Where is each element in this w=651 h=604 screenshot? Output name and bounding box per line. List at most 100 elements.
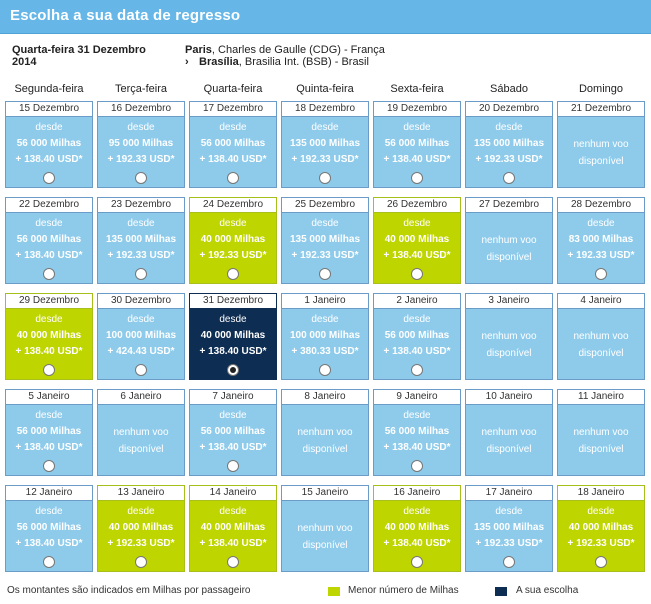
origin-city: Paris [185,44,212,56]
date-cell[interactable]: 24 Dezembro desde 40 000 Milhas + 192.33 US… [189,197,277,284]
date-radio-button[interactable] [411,364,423,376]
date-cell[interactable]: 28 Dezembro desde 83 000 Milhas + 192.33 US… [557,197,645,284]
date-cell[interactable]: 17 Dezembro desde 56 000 Milhas + 138.40 US… [189,101,277,188]
miles-amount: 40 000 Milhas [200,330,266,341]
date-radio-button[interactable] [43,364,55,376]
date-cell-date: 22 Dezembro [6,198,92,213]
date-cell-fare: desde 100 000 Milhas + 424.43 USD* [98,309,184,360]
date-cell-date: 11 Janeiro [558,390,644,405]
date-cell[interactable]: 22 Dezembro desde 56 000 Milhas + 138.40 US… [5,197,93,284]
date-cell[interactable]: 20 Dezembro desde 135 000 Milhas + 192.33 U… [465,101,553,188]
destination-detail: , Brasilia Int. (BSB) - Brasil [238,56,369,68]
date-cell-date: 29 Dezembro [6,294,92,309]
date-radio-button[interactable] [411,268,423,280]
date-radio-button[interactable] [411,460,423,472]
date-cell-date: 17 Dezembro [190,102,276,117]
date-cell[interactable]: 16 Dezembro desde 95 000 Milhas + 192.33 US… [97,101,185,188]
date-cell-date: 8 Janeiro [282,390,368,405]
date-cell[interactable]: 12 Janeiro desde 56 000 Milhas + 138.40 USD… [5,485,93,572]
date-cell-fare: desde 56 000 Milhas + 138.40 USD* [6,213,92,264]
date-radio-button[interactable] [135,172,147,184]
miles-amount: 56 000 Milhas [200,138,266,149]
from-label: desde [403,410,431,421]
date-radio-button[interactable] [319,268,331,280]
no-flight-text: nenhum voo [573,139,629,150]
no-flight-text: nenhum voo [297,523,353,534]
date-cell[interactable]: 19 Dezembro desde 56 000 Milhas + 138.40 US… [373,101,461,188]
date-cell[interactable]: 14 Janeiro desde 40 000 Milhas + 138.40 USD… [189,485,277,572]
date-radio-button[interactable] [227,268,239,280]
date-cell[interactable]: 29 Dezembro desde 40 000 Milhas + 138.40 US… [5,293,93,380]
date-radio-button[interactable] [135,364,147,376]
date-cell-fare: nenhum voo disponível [558,309,644,362]
miles-amount: 56 000 Milhas [16,426,82,437]
date-cell[interactable]: 2 Janeiro desde 56 000 Milhas + 138.40 USD* [373,293,461,380]
date-radio-button[interactable] [595,268,607,280]
no-flight-text: nenhum voo [573,331,629,342]
weekday-label: Segunda-feira [14,83,84,95]
date-radio-button[interactable] [227,556,239,568]
tax-amount: + 138.40 USD* [383,154,451,165]
date-cell[interactable]: 16 Janeiro desde 40 000 Milhas + 138.40 USD… [373,485,461,572]
date-radio-button[interactable] [411,556,423,568]
date-cell-fare: nenhum voo disponível [466,213,552,266]
weekday-label: Terça-feira [115,83,167,95]
date-radio-button[interactable] [43,556,55,568]
date-cell-date: 23 Dezembro [98,198,184,213]
date-radio-button[interactable] [319,172,331,184]
no-flight-text: disponível [486,444,532,455]
date-cell[interactable]: 15 Dezembro desde 56 000 Milhas + 138.40 US… [5,101,93,188]
miles-amount: 40 000 Milhas [568,522,634,533]
tax-amount: + 138.40 USD* [199,442,267,453]
date-cell-fare: desde 40 000 Milhas + 138.40 USD* [6,309,92,360]
date-radio-button[interactable] [43,268,55,280]
date-cell-fare: desde 40 000 Milhas + 138.40 USD* [374,213,460,264]
date-cell[interactable]: 5 Janeiro desde 56 000 Milhas + 138.40 USD* [5,389,93,476]
date-radio-button[interactable] [227,460,239,472]
date-cell-fare: nenhum voo disponível [282,405,368,458]
weekday-label: Sábado [490,83,528,95]
from-label: desde [311,218,339,229]
miles-amount: 135 000 Milhas [473,138,545,149]
tax-amount: + 138.40 USD* [199,154,267,165]
date-cell[interactable]: 31 Dezembro desde 40 000 Milhas + 138.40 US… [189,293,277,380]
date-cell-fare: desde 83 000 Milhas + 192.33 USD* [558,213,644,264]
tax-amount: + 192.33 USD* [567,250,635,261]
date-radio-button[interactable] [227,364,239,376]
date-cell-date: 14 Janeiro [190,486,276,501]
date-cell-date: 3 Janeiro [466,294,552,309]
date-cell[interactable]: 18 Dezembro desde 135 000 Milhas + 192.33 U… [281,101,369,188]
from-label: desde [403,218,431,229]
date-cell[interactable]: 17 Janeiro desde 135 000 Milhas + 192.33 US… [465,485,553,572]
date-cell[interactable]: 30 Dezembro desde 100 000 Milhas + 424.43 U… [97,293,185,380]
date-radio-button[interactable] [319,364,331,376]
miles-amount: 135 000 Milhas [473,522,545,533]
no-flight-text: nenhum voo [481,331,537,342]
no-flight-text: disponível [578,444,624,455]
date-cell[interactable]: 26 Dezembro desde 40 000 Milhas + 138.40 US… [373,197,461,284]
date-radio-button[interactable] [43,172,55,184]
date-radio-button[interactable] [503,172,515,184]
date-radio-button[interactable] [595,556,607,568]
weekday-label: Domingo [578,83,624,95]
date-cell[interactable]: 23 Dezembro desde 135 000 Milhas + 192.33 U… [97,197,185,284]
date-radio-button[interactable] [43,460,55,472]
date-cell-fare: desde 56 000 Milhas + 138.40 USD* [6,501,92,552]
date-cell[interactable]: 13 Janeiro desde 40 000 Milhas + 192.33 USD… [97,485,185,572]
date-cell[interactable]: 9 Janeiro desde 56 000 Milhas + 138.40 USD* [373,389,461,476]
date-cell[interactable]: 1 Janeiro desde 100 000 Milhas + 380.33 USD… [281,293,369,380]
date-cell: 3 Janeiro nenhum voo disponível [465,293,553,380]
date-cell[interactable]: 7 Janeiro desde 56 000 Milhas + 138.40 USD* [189,389,277,476]
date-radio-button[interactable] [135,268,147,280]
date-cell: 11 Janeiro nenhum voo disponível [557,389,645,476]
date-cell-fare: nenhum voo disponível [558,117,644,170]
date-radio-button[interactable] [135,556,147,568]
date-radio-button[interactable] [503,556,515,568]
tax-amount: + 138.40 USD* [15,250,83,261]
tax-amount: + 192.33 USD* [107,538,175,549]
date-radio-button[interactable] [411,172,423,184]
date-radio-button[interactable] [227,172,239,184]
date-cell[interactable]: 18 Janeiro desde 40 000 Milhas + 192.33 USD… [557,485,645,572]
date-cell-date: 7 Janeiro [190,390,276,405]
date-cell[interactable]: 25 Dezembro desde 135 000 Milhas + 192.33 U… [281,197,369,284]
